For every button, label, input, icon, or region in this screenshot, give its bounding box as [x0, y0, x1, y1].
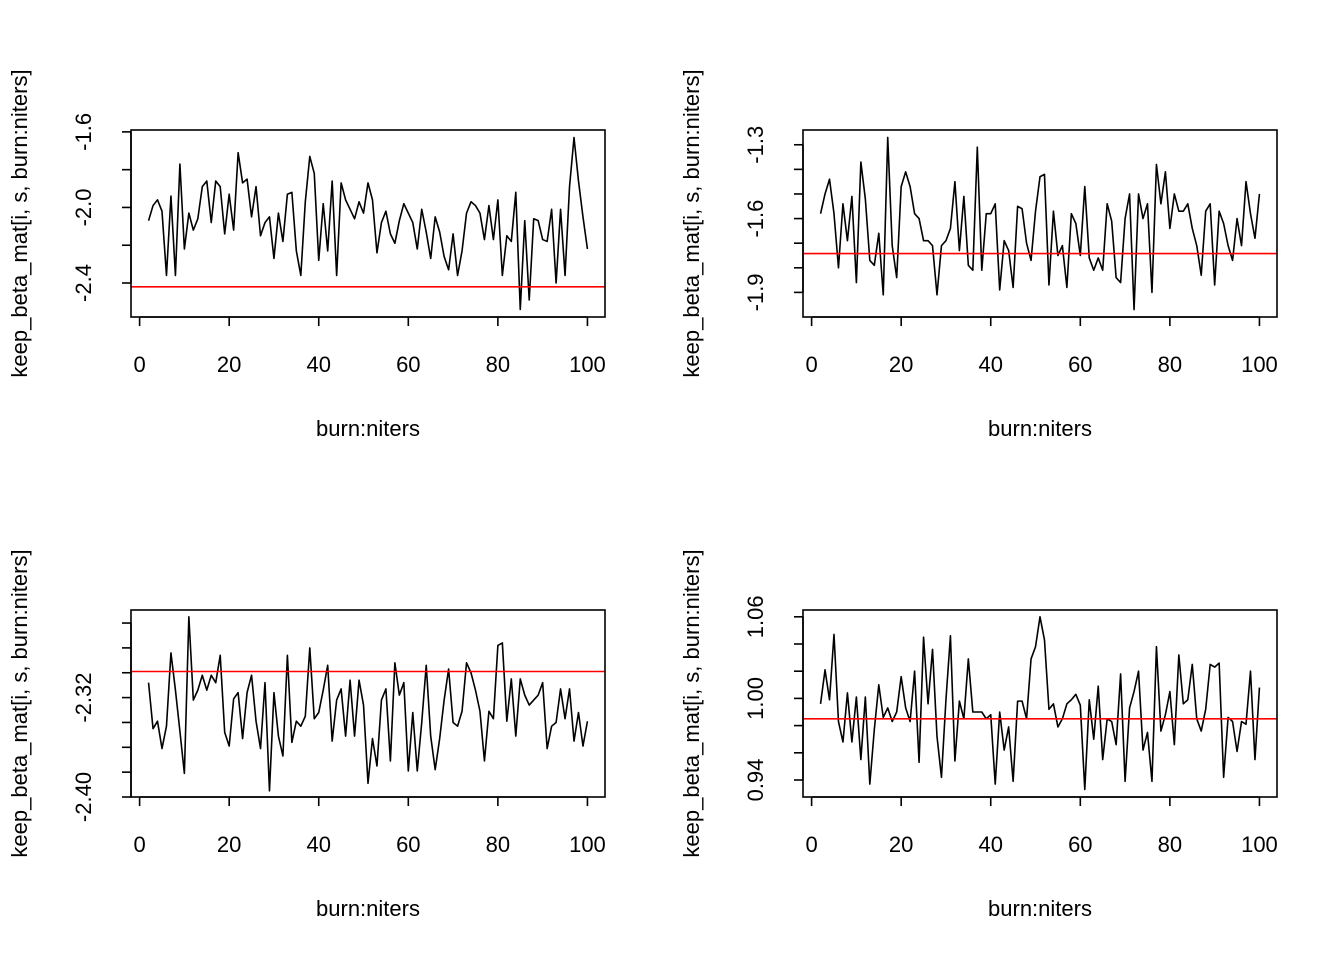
x-tick-label: 20 — [217, 352, 241, 377]
x-tick-label: 80 — [486, 352, 510, 377]
y-tick-label: -1.6 — [743, 200, 768, 238]
x-tick-label: 0 — [805, 352, 817, 377]
trace-line — [819, 616, 1261, 791]
x-tick-label: 20 — [889, 832, 913, 857]
x-tick-label: 40 — [978, 832, 1002, 857]
y-tick-label: -2.0 — [71, 188, 96, 226]
x-tick-label: 0 — [805, 832, 817, 857]
x-tick-label: 60 — [396, 352, 420, 377]
x-axis-label: burn:niters — [988, 896, 1092, 921]
y-tick-label: -1.9 — [743, 273, 768, 311]
y-axis-label: keep_beta_mat[i, s, burn:niters] — [7, 549, 32, 857]
x-axis-label: burn:niters — [316, 896, 420, 921]
x-tick-label: 40 — [306, 352, 330, 377]
x-tick-label: 100 — [569, 832, 606, 857]
x-axis-label: burn:niters — [988, 416, 1092, 441]
x-tick-label: 40 — [978, 352, 1002, 377]
y-tick-label: -2.32 — [71, 673, 96, 723]
x-tick-label: 100 — [1241, 352, 1278, 377]
x-tick-label: 40 — [306, 832, 330, 857]
y-tick-label: -1.6 — [71, 113, 96, 151]
y-axis-label: keep_beta_mat[i, s, burn:niters] — [7, 69, 32, 377]
x-tick-label: 80 — [1158, 832, 1182, 857]
x-tick-label: 60 — [1068, 832, 1092, 857]
x-tick-label: 20 — [217, 832, 241, 857]
plot-box — [130, 609, 606, 798]
x-tick-label: 80 — [486, 832, 510, 857]
y-tick-label: 1.00 — [743, 677, 768, 720]
x-axis-label: burn:niters — [316, 416, 420, 441]
y-axis-label: keep_beta_mat[i, s, burn:niters] — [679, 549, 704, 857]
x-tick-label: 60 — [396, 832, 420, 857]
x-tick-label: 80 — [1158, 352, 1182, 377]
y-tick-label: -2.4 — [71, 264, 96, 302]
x-tick-label: 0 — [133, 352, 145, 377]
x-tick-label: 20 — [889, 352, 913, 377]
y-tick-label: -2.40 — [71, 772, 96, 822]
trace-line — [819, 136, 1261, 311]
trace-line — [147, 136, 589, 311]
plot-box — [802, 129, 1278, 318]
y-tick-label: 0.94 — [743, 759, 768, 802]
x-tick-label: 100 — [1241, 832, 1278, 857]
y-tick-label: 1.06 — [743, 595, 768, 638]
x-tick-label: 60 — [1068, 352, 1092, 377]
trace-line — [147, 616, 589, 792]
y-axis-label: keep_beta_mat[i, s, burn:niters] — [679, 69, 704, 377]
y-tick-label: -1.3 — [743, 126, 768, 164]
x-tick-label: 100 — [569, 352, 606, 377]
x-tick-label: 0 — [133, 832, 145, 857]
